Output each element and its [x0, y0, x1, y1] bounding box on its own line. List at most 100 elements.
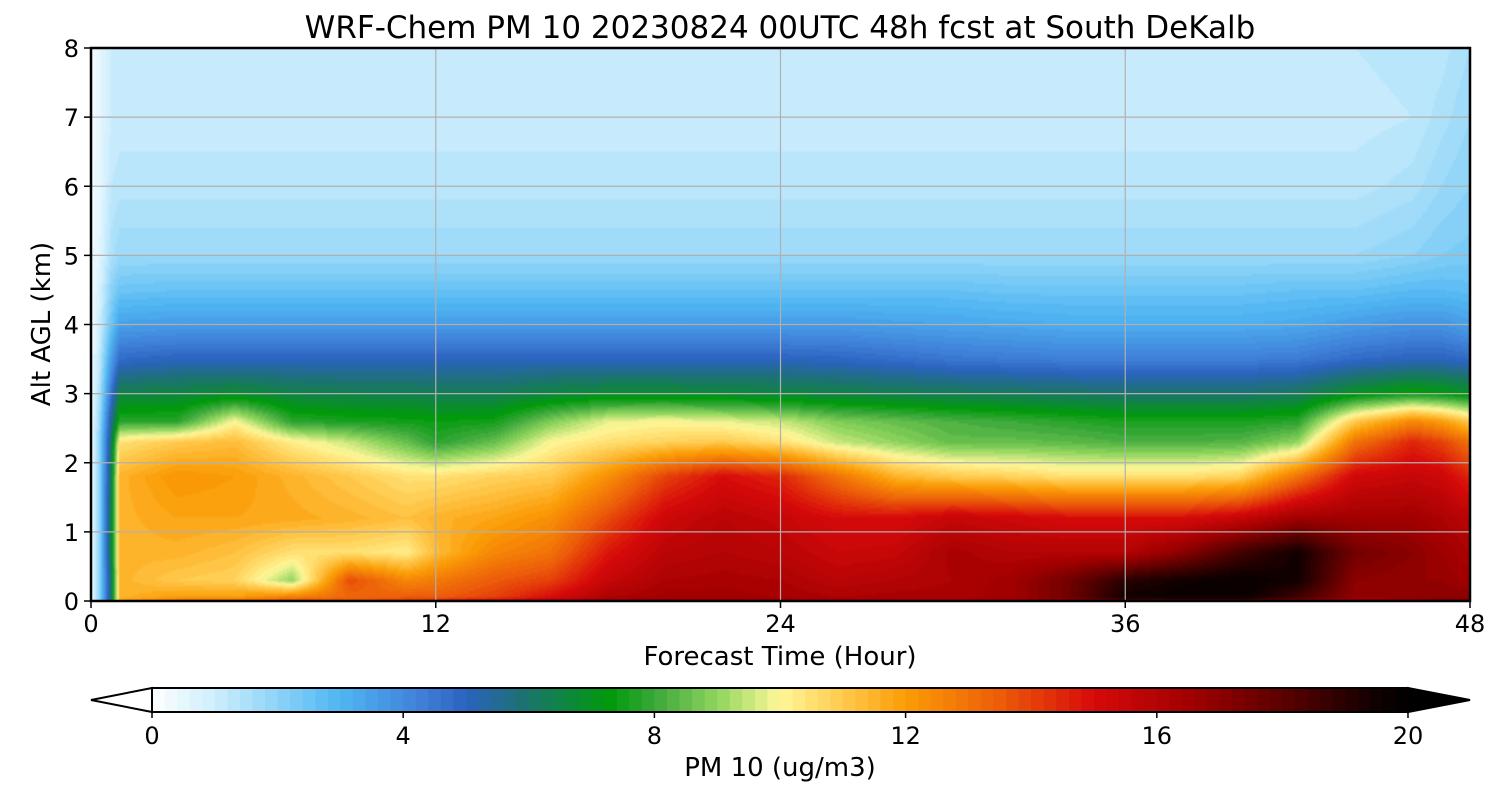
y-axis: 0 1 2 3 4 5 6 7 8	[64, 35, 91, 616]
colorbar-swatch	[164, 688, 178, 712]
grid-lines	[91, 48, 1470, 601]
colorbar-swatch	[340, 688, 354, 712]
colorbar-swatch	[780, 688, 794, 712]
colorbar-swatch	[641, 688, 655, 712]
colorbar-swatch	[390, 688, 404, 712]
y-tick-label: 3	[64, 381, 79, 409]
colorbar-swatch	[1031, 688, 1045, 712]
colorbar-swatch	[202, 688, 216, 712]
colorbar-swatch	[378, 688, 392, 712]
chart-title: WRF-Chem PM 10 20230824 00UTC 48h fcst a…	[305, 10, 1256, 46]
colorbar-swatch	[742, 688, 756, 712]
colorbar-swatch	[365, 688, 379, 712]
colorbar-swatch	[1169, 688, 1183, 712]
colorbar-swatch	[1018, 688, 1032, 712]
x-tick-label: 0	[83, 610, 98, 638]
colorbar-extend-max	[1407, 686, 1471, 714]
colorbar-swatch	[855, 688, 869, 712]
colorbar-swatch	[1207, 688, 1221, 712]
colorbar-swatch	[943, 688, 957, 712]
colorbar-swatch	[327, 688, 341, 712]
colorbar-swatch	[1043, 688, 1057, 712]
colorbar-swatch	[214, 688, 228, 712]
colorbar-swatch	[754, 688, 769, 712]
colorbar-swatch	[503, 688, 517, 712]
colorbar-swatch	[1006, 688, 1020, 712]
colorbar-swatch	[792, 688, 806, 712]
colorbar-swatch	[403, 688, 417, 712]
colorbar-swatch	[302, 688, 316, 712]
colorbar-swatch	[1144, 688, 1158, 712]
colorbar-swatch	[415, 688, 429, 712]
colorbar-ticks: 0 4 8 12 16 20	[144, 712, 1423, 750]
colorbar-swatch	[1094, 688, 1108, 712]
colorbar-tick-label: 0	[144, 722, 159, 750]
colorbar-swatch	[1244, 688, 1258, 712]
y-tick-label: 4	[64, 312, 79, 340]
colorbar-swatch	[1257, 688, 1271, 712]
y-tick-label: 5	[64, 242, 79, 270]
x-tick-label: 48	[1455, 610, 1486, 638]
colorbar-swatch	[918, 688, 932, 712]
colorbar-swatch	[629, 688, 643, 712]
colorbar-tick-label: 12	[890, 722, 921, 750]
colorbar-swatch	[1345, 688, 1359, 712]
colorbar-swatch	[1119, 688, 1133, 712]
colorbar-swatch	[491, 688, 505, 712]
colorbar-swatch	[805, 688, 819, 712]
colorbar-swatch	[1131, 688, 1145, 712]
colorbar-tick-label: 16	[1142, 722, 1173, 750]
colorbar-swatch	[1056, 688, 1070, 712]
colorbar-swatch	[817, 688, 831, 712]
colorbar-swatch	[1294, 688, 1309, 712]
colorbar-swatch	[880, 688, 894, 712]
colorbar-swatch	[227, 688, 241, 712]
colorbar-swatch	[1269, 688, 1283, 712]
colorbar-swatch	[252, 688, 266, 712]
x-axis: 0 12 24 36 48	[83, 601, 1485, 638]
colorbar-swatch	[692, 688, 706, 712]
colorbar-swatch	[604, 688, 618, 712]
colorbar: 0 4 8 12 16 20 PM 10 (ug/m3)	[90, 686, 1471, 783]
colorbar-swatch	[1181, 688, 1196, 712]
colorbar-swatch	[189, 688, 203, 712]
colorbar-swatch	[478, 688, 492, 712]
colorbar-swatch	[265, 688, 279, 712]
colorbar-swatch	[152, 688, 166, 712]
colorbar-swatch	[1382, 688, 1397, 712]
y-tick-label: 1	[64, 519, 79, 547]
colorbar-swatch	[466, 688, 480, 712]
colorbar-swatch	[579, 688, 593, 712]
y-tick-label: 8	[64, 35, 79, 63]
colorbar-swatch	[290, 688, 304, 712]
y-axis-label: Alt AGL (km)	[27, 242, 57, 406]
colorbar-swatch	[352, 688, 367, 712]
colorbar-swatch	[1068, 688, 1083, 712]
colorbar-swatch	[830, 688, 844, 712]
colorbar-tick-label: 8	[647, 722, 662, 750]
colorbar-extend-min	[90, 686, 153, 714]
y-tick-label: 6	[64, 173, 79, 201]
y-tick-label: 7	[64, 104, 79, 132]
colorbar-swatch	[980, 688, 995, 712]
colorbar-swatch	[729, 688, 743, 712]
colorbar-swatch	[516, 688, 530, 712]
colorbar-label: PM 10 (ug/m3)	[684, 753, 876, 783]
colorbar-swatch	[1332, 688, 1346, 712]
colorbar-swatch	[717, 688, 731, 712]
colorbar-swatch	[1395, 688, 1409, 712]
colorbar-swatch	[1282, 688, 1296, 712]
colorbar-swatch	[553, 688, 568, 712]
colorbar-swatch	[867, 688, 882, 712]
colorbar-swatch	[704, 688, 718, 712]
colorbar-swatch	[842, 688, 856, 712]
colorbar-swatch	[666, 688, 681, 712]
plot-area	[89, 46, 1472, 603]
colorbar-swatch	[955, 688, 969, 712]
colorbar-swatch	[277, 688, 291, 712]
colorbar-swatch	[177, 688, 191, 712]
colorbar-tick-label: 20	[1393, 722, 1424, 750]
colorbar-swatch	[1232, 688, 1246, 712]
colorbar-swatch	[905, 688, 919, 712]
colorbar-swatch	[315, 688, 329, 712]
